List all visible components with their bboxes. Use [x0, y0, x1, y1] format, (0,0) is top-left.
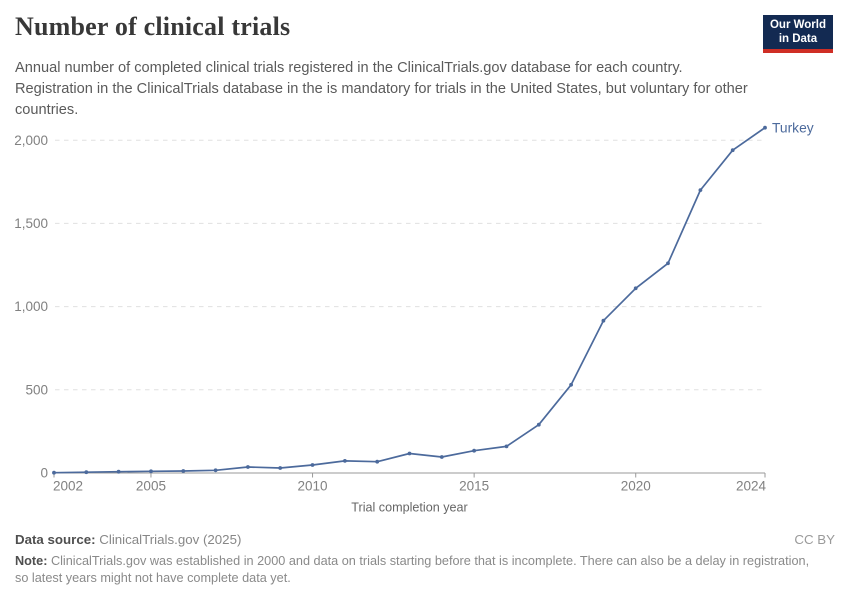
data-point: [730, 148, 735, 153]
x-tick-label: 2002: [53, 479, 83, 494]
page-title: Number of clinical trials: [15, 12, 291, 41]
data-point: [246, 465, 250, 469]
data-source-value: ClinicalTrials.gov (2025): [99, 532, 242, 547]
data-point: [472, 448, 476, 453]
series-end-label: Turkey: [772, 120, 814, 135]
y-tick-label: 1,500: [14, 216, 48, 231]
x-axis-title: Trial completion year: [351, 501, 467, 515]
line-chart-svg: 0 500 1,000 1,500 2,000 2002 2005 2010 2015 2020 2…: [14, 120, 814, 515]
plot-area: 0 500 1,000 1,500 2,000 2002 2005 2010 2015 2020 2…: [0, 118, 850, 522]
data-point: [601, 318, 606, 323]
owid-logo-line2: in Data: [778, 32, 818, 45]
note-value: ClinicalTrials.gov was established in 20…: [15, 554, 810, 585]
series-line: [53, 126, 766, 474]
y-tick-label: 0: [40, 466, 48, 481]
chart-footer: Data source: ClinicalTrials.gov (2025) C…: [15, 531, 835, 586]
data-point: [666, 261, 670, 266]
y-tick-label: 1,000: [14, 299, 48, 314]
data-point: [763, 125, 767, 130]
data-point: [633, 286, 638, 291]
data-point: [213, 468, 218, 473]
owid-logo-line1: Our World: [769, 19, 826, 31]
y-tick-label: 500: [25, 382, 48, 397]
x-tick-label: 2005: [136, 479, 166, 494]
data-point: [698, 188, 703, 192]
data-point: [116, 469, 121, 474]
data-point: [149, 469, 153, 474]
data-point: [504, 444, 509, 449]
x-tick-label: 2024: [736, 479, 767, 494]
y-tick-label: 2,000: [14, 133, 48, 148]
data-point: [407, 451, 412, 456]
chart-note: Note: ClinicalTrials.gov was established…: [15, 553, 821, 586]
data-point: [569, 382, 573, 387]
x-tick-label: 2010: [298, 479, 328, 494]
x-tick-label: 2015: [459, 479, 489, 494]
license-badge: CC BY: [794, 532, 835, 547]
data-point: [343, 459, 347, 463]
data-point: [375, 459, 380, 464]
data-point: [84, 470, 89, 475]
data-point: [310, 463, 315, 467]
data-point: [52, 470, 56, 475]
data-source-label: Data source:: [15, 532, 96, 547]
data-point: [536, 422, 541, 427]
data-source-line: Data source: ClinicalTrials.gov (2025) C…: [15, 531, 835, 548]
x-tick-label: 2020: [621, 479, 651, 494]
data-point: [439, 455, 444, 459]
data-point: [278, 466, 283, 470]
owid-logo: Our World in Data: [762, 15, 833, 53]
note-label: Note:: [15, 554, 48, 568]
data-point: [181, 469, 186, 473]
chart-subtitle: Annual number of completed clinical tria…: [15, 60, 748, 118]
